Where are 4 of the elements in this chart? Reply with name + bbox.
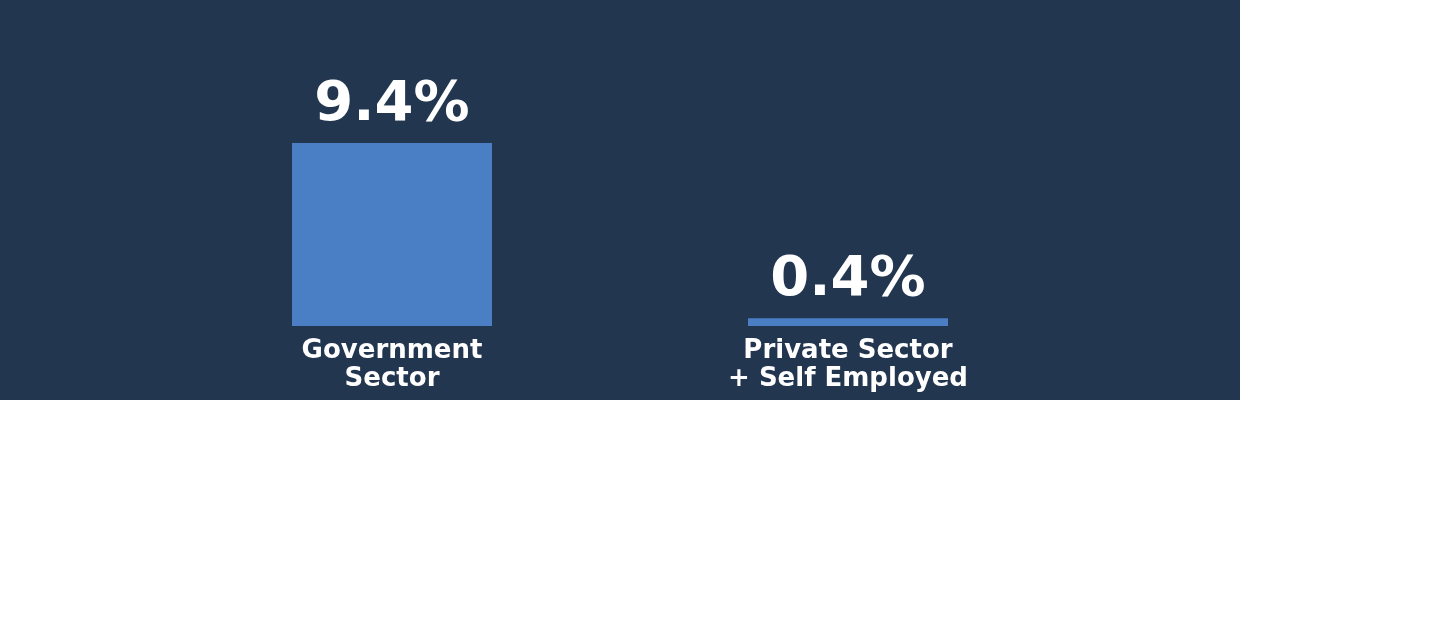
data-label: 0.4% xyxy=(770,243,926,309)
data-label: 9.4% xyxy=(314,68,470,133)
x-tick-label: Private Sector + Self Employed xyxy=(728,333,968,392)
x-tick-label: Government Sector xyxy=(301,333,483,392)
